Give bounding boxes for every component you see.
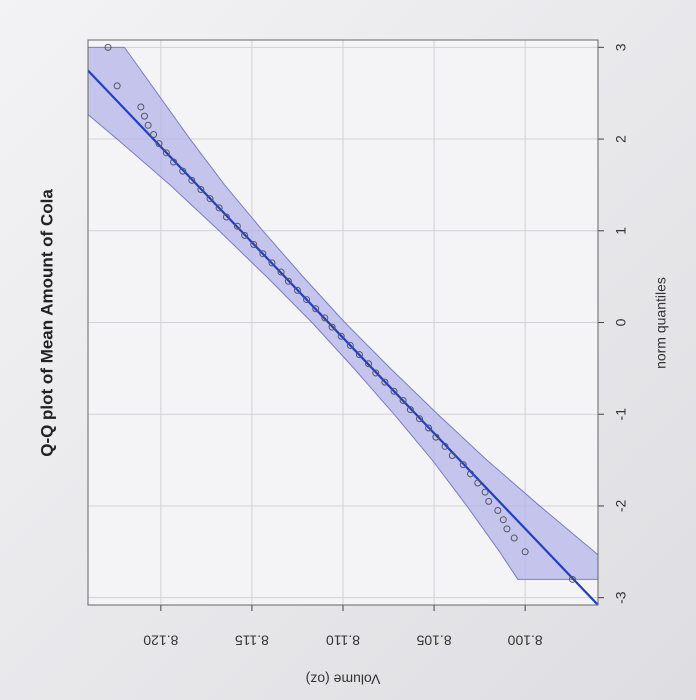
point [406,406,414,414]
point [337,332,345,340]
point [321,314,329,322]
point [215,204,223,212]
point [499,516,507,524]
point [425,424,433,432]
point [104,43,112,51]
confidence-band [88,46,598,580]
point [459,461,467,469]
y-tick-label: 8.115 [235,632,269,648]
point [328,323,336,331]
point [503,525,511,533]
point [381,378,389,386]
point [144,121,152,129]
x-tick-label: -2 [613,500,629,513]
point [197,186,205,194]
plot-border [87,39,599,606]
point [390,387,398,395]
y-tick-label: 8.120 [143,632,178,648]
y-tick-label: 8.100 [507,632,542,648]
point [521,548,529,556]
x-tick-label: -3 [613,591,629,604]
point [137,103,145,111]
point [474,479,482,487]
point [277,268,285,276]
point [365,360,372,368]
point [188,176,196,184]
point [241,231,249,239]
point [494,507,502,515]
rotated-plot: Q-Q plot of Mean Amount of Cola norm qua… [37,39,669,687]
point [155,140,163,148]
point [250,241,258,249]
point [140,112,148,120]
point [312,305,320,313]
point [416,415,423,423]
x-tick-label: -1 [613,408,629,421]
reference-line [88,40,598,605]
point [259,250,267,258]
y-axis-label: Volume (oz) [306,671,381,687]
point [268,259,276,267]
x-axis-label: norm quantiles [653,277,669,369]
point [222,213,230,221]
point [399,396,407,404]
point [206,195,214,203]
point [150,130,158,138]
point [113,82,121,90]
point [284,277,292,285]
point [569,575,576,583]
point [355,351,363,359]
point [303,296,311,304]
point [448,451,456,459]
point [485,497,493,505]
point [441,442,449,450]
point [467,470,474,478]
point [162,149,170,157]
point [372,369,380,377]
x-tick-label: 3 [613,43,629,51]
x-tick-label: 2 [613,135,629,143]
point [346,341,354,349]
point [233,222,241,230]
x-tick-label: 0 [613,318,629,326]
point [293,286,301,294]
point [510,534,518,542]
plot-layer [88,40,598,605]
y-tick-label: 8.110 [326,632,360,648]
chart-title: Q-Q plot of Mean Amount of Cola [37,189,56,457]
x-tick-label: 1 [613,227,629,235]
point [481,488,489,496]
point [170,158,178,166]
point [432,433,440,441]
point [179,167,187,175]
y-tick-label: 8.105 [416,632,451,648]
